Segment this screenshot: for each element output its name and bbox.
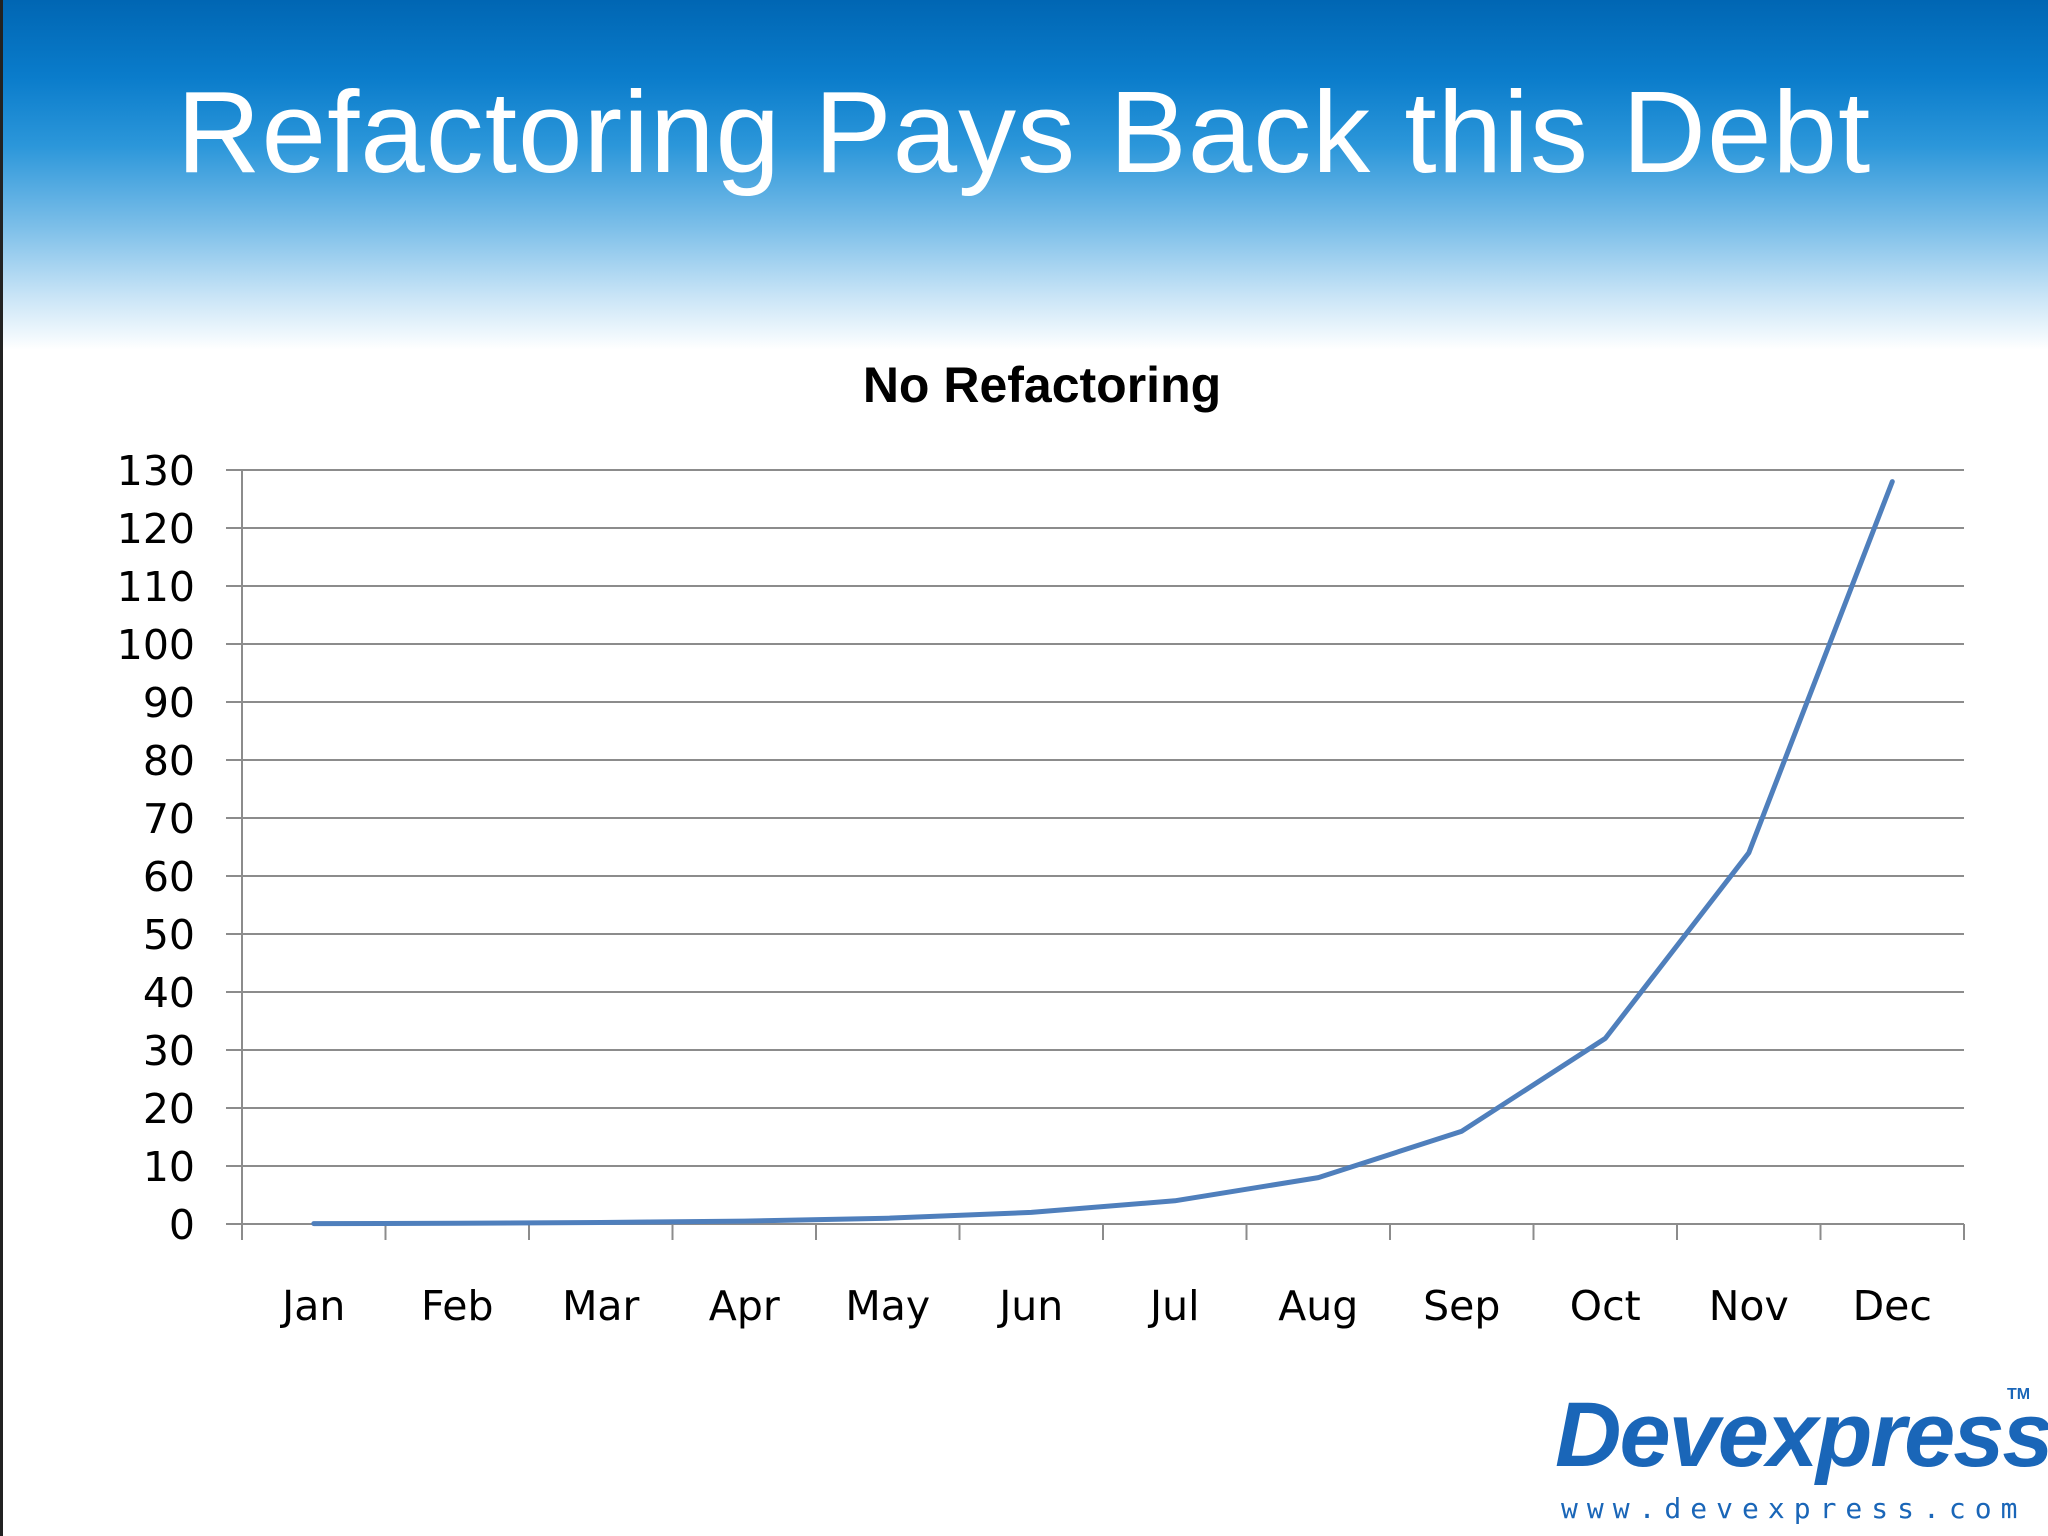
x-tick-label: Sep	[1423, 1282, 1500, 1330]
x-axis-ticks: Jan Feb Mar Apr May Jun Jul Aug Sep Oct Nov Dec	[241, 1224, 1965, 1330]
x-tick-label: Feb	[421, 1282, 494, 1330]
x-tick-label: Oct	[1570, 1282, 1641, 1330]
logo-wordmark: Devexpress	[1555, 1384, 2048, 1486]
x-tick-label: Aug	[1278, 1282, 1358, 1330]
y-tick-label: 50	[143, 911, 195, 959]
y-tick-label: 110	[117, 563, 195, 611]
y-tick-label: 10	[143, 1143, 195, 1191]
slide-title: Refactoring Pays Back this Debt	[176, 67, 1872, 197]
y-tick-label: 60	[143, 853, 195, 901]
y-tick-label: 0	[169, 1201, 195, 1249]
slide-left-border	[0, 0, 3, 1536]
y-axis-ticks: 0 10 20 30 40 50 60 70 80 90 100 110 120 130	[117, 447, 242, 1249]
logo-url: www.devexpress.com	[1561, 1492, 2027, 1525]
logo-trademark: TM	[2007, 1386, 2031, 1403]
y-tick-label: 40	[143, 969, 195, 1017]
y-tick-label: 30	[143, 1027, 195, 1075]
x-tick-label: Mar	[562, 1282, 639, 1330]
x-tick-label: Dec	[1853, 1282, 1932, 1330]
y-tick-label: 20	[143, 1085, 195, 1133]
y-tick-label: 80	[143, 737, 195, 785]
chart-title: No Refactoring	[863, 357, 1221, 413]
y-tick-label: 100	[117, 621, 195, 669]
chart-series	[311, 479, 1895, 1227]
x-tick-label: Apr	[709, 1282, 780, 1330]
x-tick-label: May	[845, 1282, 930, 1330]
header-band	[0, 0, 2048, 350]
y-tick-label: 130	[117, 447, 195, 495]
x-tick-label: Jan	[279, 1282, 345, 1330]
x-tick-label: Jul	[1147, 1282, 1199, 1330]
y-tick-label: 120	[117, 505, 195, 553]
x-tick-label: Jun	[996, 1282, 1063, 1330]
x-tick-label: Nov	[1709, 1282, 1789, 1330]
chart-grid	[242, 469, 1964, 1167]
chart-axes	[241, 470, 1964, 1225]
series-line	[311, 479, 1895, 1227]
devexpress-logo: Devexpress TM www.devexpress.com	[1555, 1380, 2048, 1530]
y-tick-label: 70	[143, 795, 195, 843]
y-tick-label: 90	[143, 679, 195, 727]
